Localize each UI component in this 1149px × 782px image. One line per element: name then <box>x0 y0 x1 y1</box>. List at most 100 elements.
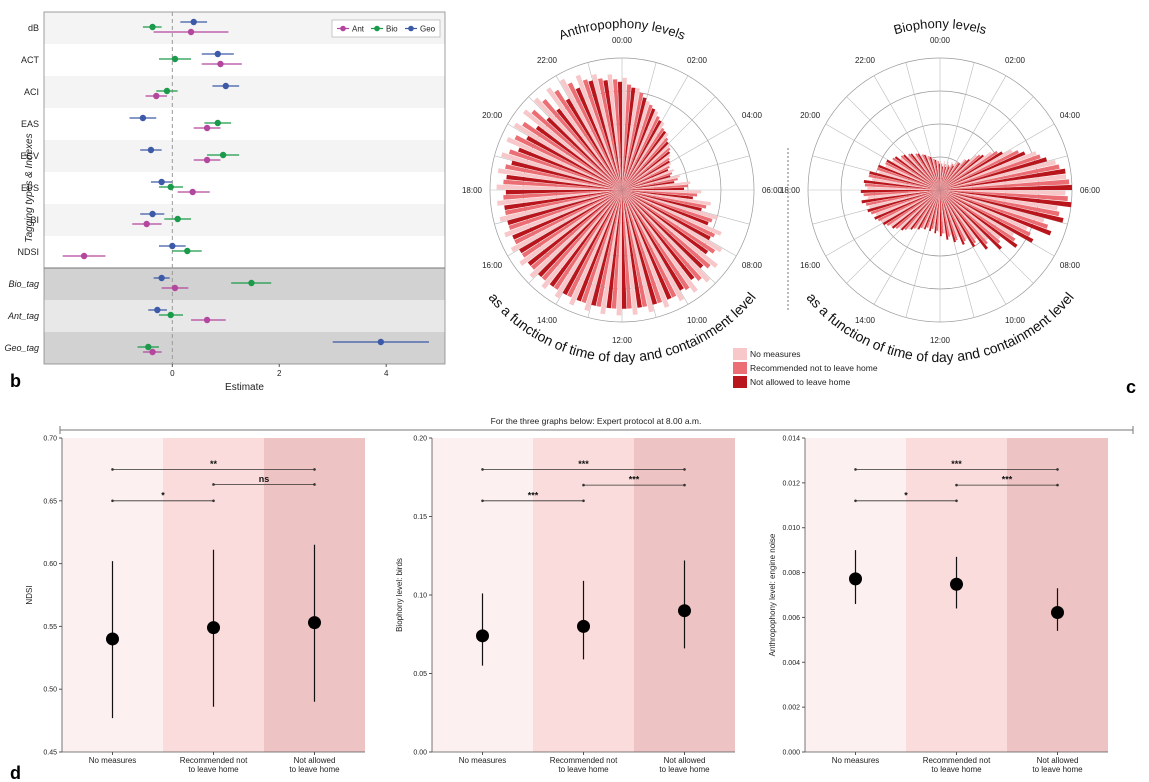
sig-bracket-end <box>111 468 114 471</box>
forest-plot: dB ACT ACI EAS ECV EPS BI NDSI Bio_tag Ant_tag Geo… <box>4 11 446 393</box>
hour-label: 12:00 <box>612 336 633 345</box>
polar-bar <box>622 87 636 190</box>
grid-spoke <box>621 75 689 191</box>
y-tick-label: 0.65 <box>43 498 57 505</box>
row-band <box>44 332 445 364</box>
polar-bar <box>940 190 942 237</box>
polar-bar <box>622 169 675 190</box>
panel-label-c: c <box>1126 377 1136 397</box>
y-tick-label: 0.50 <box>43 687 57 694</box>
polar-bar <box>927 156 940 190</box>
mean-point <box>950 577 963 591</box>
mean-point <box>476 629 489 643</box>
sig-bracket-end <box>313 483 316 486</box>
polar-bar <box>894 156 940 190</box>
sig-bracket-end <box>212 499 215 503</box>
polar-bar <box>940 190 1001 244</box>
polar-bar <box>933 158 940 190</box>
polar-bar <box>903 154 940 190</box>
category-label: to leave home <box>558 765 609 774</box>
estimate-point <box>214 119 221 127</box>
mean-point <box>678 604 691 618</box>
sig-label: *** <box>1002 475 1013 485</box>
polar-bar <box>622 147 671 190</box>
polar-bar <box>940 161 949 190</box>
row-band <box>44 44 445 76</box>
sig-label: ** <box>210 459 218 469</box>
polar-bar <box>940 190 952 236</box>
polar-bar <box>940 154 984 190</box>
polar-bar <box>622 100 650 190</box>
polar-bar <box>933 190 940 230</box>
polar-bar <box>940 190 959 238</box>
hour-label: 10:00 <box>1005 316 1026 325</box>
polar-bar <box>526 135 622 190</box>
polar-bar <box>878 164 940 190</box>
polar-bar <box>497 190 622 206</box>
polar-bar <box>940 166 944 190</box>
polar-bar <box>940 190 1034 243</box>
estimate-point <box>171 55 179 63</box>
sig-bracket-end <box>854 499 857 503</box>
polar-bar <box>622 121 665 190</box>
polar-bar <box>622 104 653 190</box>
polar-bar <box>622 181 691 190</box>
sig-bracket-end <box>854 468 857 471</box>
polar-bar <box>501 152 622 190</box>
hour-label: 18:00 <box>462 186 483 195</box>
polar-bar <box>940 190 1058 211</box>
polar-bar <box>622 108 656 190</box>
polar-bar <box>622 190 643 308</box>
polar-bar <box>940 190 977 240</box>
hour-label: 04:00 <box>742 111 763 120</box>
polar-bar <box>940 190 1052 236</box>
polar-bar <box>603 80 622 190</box>
polar-bar <box>870 190 940 215</box>
polar-bar <box>537 190 622 278</box>
polar-bar <box>940 190 1068 202</box>
polar-bar <box>940 151 1026 190</box>
polar-bar <box>622 190 711 269</box>
legend-marker <box>340 25 346 32</box>
mean-point <box>207 621 220 635</box>
polar-bar <box>622 190 716 254</box>
polar-bar <box>622 190 707 209</box>
hour-label: 22:00 <box>855 56 876 65</box>
polar-bar <box>622 119 662 190</box>
polar-bar <box>622 190 711 241</box>
hour-label: 02:00 <box>1005 56 1026 65</box>
y-tick-label: 0.70 <box>43 436 57 443</box>
polar-bar <box>622 165 670 190</box>
polar-bar <box>938 190 940 233</box>
y-axis-label: Biophony level: birds <box>395 558 404 632</box>
row-band <box>44 300 445 332</box>
polar-bar <box>892 160 940 190</box>
polar-bar <box>928 190 940 229</box>
category-label: Not allowed <box>664 756 706 765</box>
polar-bar <box>622 190 711 283</box>
polar-bar <box>881 190 940 223</box>
grid-spoke <box>939 75 1007 191</box>
polar-bar <box>940 190 958 241</box>
category-label: Recommended not <box>180 756 248 765</box>
y-tick-label: 0.45 <box>43 750 57 757</box>
y-axis-label: Anthropophony level: engine noise <box>768 533 777 656</box>
polar-bar <box>899 190 940 229</box>
grid-spoke <box>507 123 623 191</box>
polar-bar <box>514 190 622 245</box>
row-label: EPS <box>21 183 39 193</box>
polar-bar <box>622 190 702 282</box>
polar-bar <box>622 190 663 304</box>
polar-bar <box>900 190 940 231</box>
polar-bar <box>940 151 1003 190</box>
polar-bar <box>622 190 648 307</box>
polar-bar <box>588 80 622 190</box>
polar-bar <box>622 190 638 315</box>
polar-bar <box>936 190 940 231</box>
polar-bar <box>598 78 622 190</box>
polar-bar <box>622 190 690 291</box>
polar-bar <box>940 164 950 190</box>
hour-label: 04:00 <box>1060 111 1081 120</box>
polar-bar <box>505 190 622 216</box>
polar-bar <box>867 190 940 213</box>
